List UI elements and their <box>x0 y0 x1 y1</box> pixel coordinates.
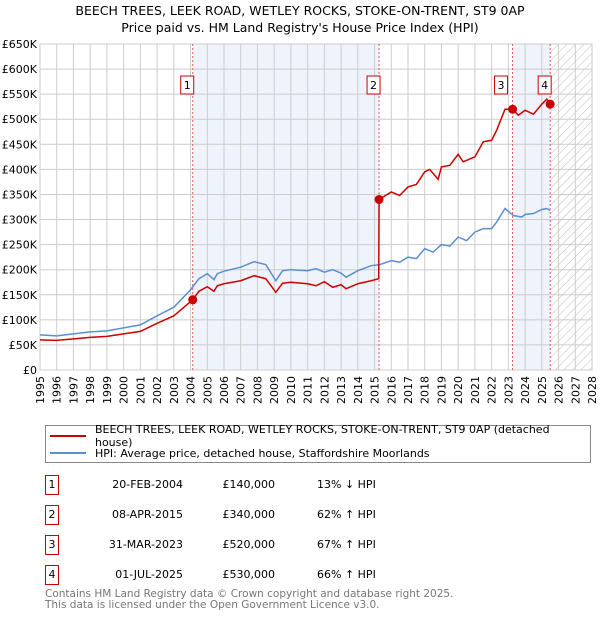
plot-border <box>39 43 593 371</box>
y-tick-label: £300K <box>2 214 38 227</box>
x-tick-label: 2012 <box>318 376 331 404</box>
y-tick-label: £650K <box>2 38 38 51</box>
legend-item-property: BEECH TREES, LEEK ROAD, WETLEY ROCKS, ST… <box>50 423 590 449</box>
y-tick-label: £0 <box>23 364 37 377</box>
sale-label: 3 <box>498 79 505 92</box>
plot-area: 1995 1996 1997 1998 1999 2000 2001 2002 2003 2004… <box>2 38 599 404</box>
y-tick-label: £100K <box>2 314 38 327</box>
x-tick-label: 2025 <box>536 376 549 404</box>
sale-point <box>508 104 518 114</box>
sale-hpi-diff: 66% ↑ HPI <box>317 568 376 581</box>
y-tick-label: £150K <box>2 289 38 302</box>
legend-label: BEECH TREES, LEEK ROAD, WETLEY ROCKS, ST… <box>94 423 550 449</box>
footer-copyright: Contains HM Land Registry data © Crown c… <box>45 588 454 600</box>
sale-number: 1 <box>45 475 59 495</box>
y-tick-label: £50K <box>9 339 38 352</box>
x-tick-label: 2001 <box>134 376 147 404</box>
sale-label: 1 <box>184 79 191 92</box>
x-tick-label: 2006 <box>218 376 231 404</box>
y-tick-label: £250K <box>2 239 38 252</box>
x-tick-label: 2002 <box>151 376 164 404</box>
legend-swatch-red <box>50 435 86 437</box>
x-tick-label: 2017 <box>402 376 415 404</box>
x-tick-label: 1998 <box>84 376 97 404</box>
y-tick-label: £600K <box>2 63 38 76</box>
sale-point <box>374 194 384 204</box>
hpi-line <box>39 207 551 337</box>
x-tick-label: 2008 <box>251 376 264 404</box>
sale-label-box <box>366 75 381 95</box>
sale-date: 01-JUL-2025 <box>115 568 183 581</box>
x-tick-label: 2010 <box>285 376 298 404</box>
sale-hpi-diff: 67% ↑ HPI <box>317 538 376 551</box>
x-tick-label: 2007 <box>235 376 248 404</box>
x-tick-label: 2020 <box>452 376 465 404</box>
sale-price: £520,000 <box>222 538 276 551</box>
sale-date: 08-APR-2015 <box>111 508 183 521</box>
x-tick-label: 2024 <box>519 376 532 404</box>
sale-number: 2 <box>45 505 59 525</box>
x-tick-label: 2003 <box>168 376 181 404</box>
x-tick-label: 2013 <box>335 376 348 404</box>
x-tick-label: 2019 <box>435 376 448 404</box>
sale-label: 2 <box>370 79 377 92</box>
y-tick-label: £200K <box>2 264 38 277</box>
sale-price: £340,000 <box>222 508 276 521</box>
x-tick-label: 2009 <box>268 376 281 404</box>
x-tick-label: 2021 <box>469 376 482 404</box>
sale-date: 31-MAR-2023 <box>108 538 183 551</box>
legend-item-hpi: HPI: Average price, detached house, Staf… <box>50 445 430 461</box>
sale-row: 2 08-APR-2015 £340,000 62% ↑ HPI <box>45 505 445 525</box>
x-tick-label: 2027 <box>569 376 582 404</box>
sale-hpi-diff: 62% ↑ HPI <box>317 508 376 521</box>
x-tick-label: 2016 <box>385 376 398 404</box>
shaded-ownership-period <box>512 44 551 370</box>
sale-row: 3 31-MAR-2023 £520,000 67% ↑ HPI <box>45 535 445 555</box>
chart-subtitle: Price paid vs. HM Land Registry's House … <box>121 20 479 35</box>
legend-label: HPI: Average price, detached house, Staf… <box>95 446 430 460</box>
y-tick-label: £450K <box>2 138 38 151</box>
legend: BEECH TREES, LEEK ROAD, WETLEY ROCKS, ST… <box>45 423 591 463</box>
sale-label-box <box>180 75 195 95</box>
sale-row: 1 20-FEB-2004 £140,000 13% ↓ HPI <box>45 475 445 495</box>
sale-date: 20-FEB-2004 <box>112 478 183 491</box>
sale-price: £140,000 <box>222 478 276 491</box>
x-tick-label: 2014 <box>352 376 365 404</box>
sale-label-box <box>494 75 509 95</box>
x-tick-label: 2005 <box>201 376 214 404</box>
x-tick-label: 2004 <box>185 376 198 404</box>
sale-number: 4 <box>45 565 59 585</box>
x-tick-label: 1997 <box>67 376 80 404</box>
sale-row: 4 01-JUL-2025 £530,000 66% ↑ HPI <box>45 565 445 585</box>
sale-hpi-diff: 13% ↓ HPI <box>317 478 376 491</box>
sale-number: 3 <box>45 535 59 555</box>
sale-price: £530,000 <box>222 568 276 581</box>
y-tick-label: £550K <box>2 88 38 101</box>
sale-point <box>545 99 555 109</box>
x-tick-label: 2000 <box>118 376 131 404</box>
x-tick-label: 2011 <box>302 376 315 404</box>
sale-label: 4 <box>541 79 548 92</box>
x-tick-label: 1999 <box>101 376 114 404</box>
x-tick-label: 2015 <box>369 376 382 404</box>
x-tick-label: 2023 <box>502 376 515 404</box>
x-tick-label: 2026 <box>553 376 566 404</box>
y-tick-label: £350K <box>2 188 38 201</box>
x-tick-label: 2022 <box>486 376 499 404</box>
x-tick-label: 2018 <box>419 376 432 404</box>
x-tick-label: 2028 <box>586 376 599 404</box>
sale-point <box>188 295 198 305</box>
sale-label-box <box>537 75 552 95</box>
footer-licence: This data is licensed under the Open Gov… <box>45 599 380 611</box>
y-tick-label: £400K <box>2 163 38 176</box>
chart-title: BEECH TREES, LEEK ROAD, WETLEY ROCKS, ST… <box>75 3 525 18</box>
x-tick-label: 1996 <box>51 376 64 404</box>
x-tick-label: 1995 <box>34 376 47 404</box>
forecast-hatch <box>550 44 592 370</box>
legend-swatch-blue <box>50 452 86 454</box>
shaded-ownership-period <box>192 44 380 370</box>
y-tick-label: £500K <box>2 113 38 126</box>
